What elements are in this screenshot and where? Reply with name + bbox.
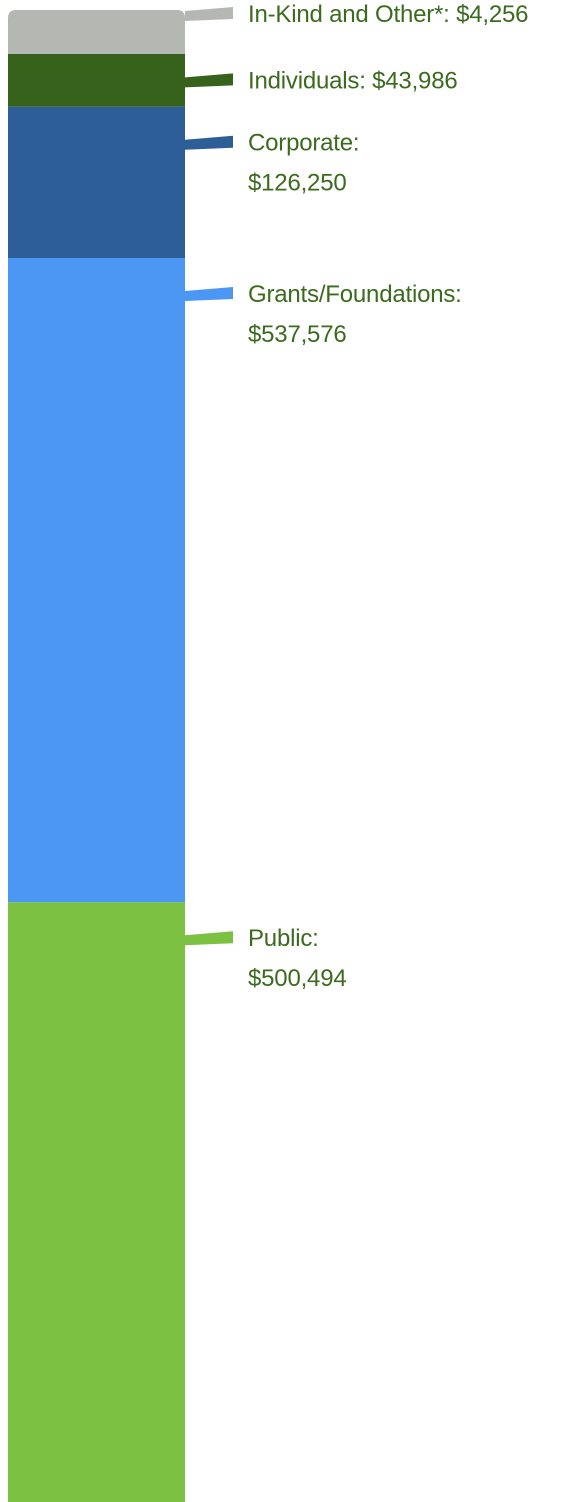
label-connectors	[185, 7, 233, 946]
bar-segment-public	[8, 902, 185, 1502]
bar-segment-corporate	[8, 106, 185, 259]
label-grants-foundations-line1: Grants/Foundations:	[248, 281, 462, 308]
bar-segment-in-kind-and-other	[8, 10, 185, 54]
segment-labels: Public: $500,494 Grants/Foundations: $537,5…	[248, 1, 529, 992]
label-public-line2: $500,494	[248, 965, 347, 992]
label-grants-foundations-line2: $537,576	[248, 321, 347, 348]
connector-in-kind-and-other	[185, 7, 233, 21]
label-individuals-line1: Individuals: $43,986	[248, 67, 458, 94]
bar-segment-individuals	[8, 54, 185, 107]
label-in-kind-and-other-line1: In-Kind and Other*: $4,256	[248, 1, 528, 28]
connector-individuals	[185, 73, 233, 88]
connector-corporate	[185, 135, 233, 150]
label-corporate-line1: Corporate:	[248, 130, 359, 157]
label-corporate-line2: $126,250	[248, 170, 347, 197]
bar-stack	[8, 10, 185, 1502]
connector-public	[185, 931, 233, 946]
bar-segment-grants-foundations	[8, 258, 185, 903]
label-public-line1: Public:	[248, 925, 319, 952]
connector-grants-foundations	[185, 287, 233, 302]
